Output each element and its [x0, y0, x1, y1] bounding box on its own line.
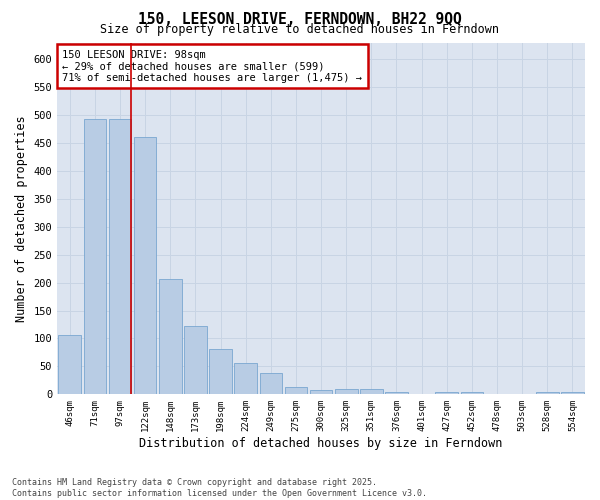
- Bar: [159, 278, 182, 394]
- Bar: [436, 392, 458, 394]
- Text: Contains HM Land Registry data © Crown copyright and database right 2025.
Contai: Contains HM Land Registry data © Crown c…: [12, 478, 427, 498]
- Bar: [109, 119, 131, 394]
- Bar: [461, 392, 483, 394]
- Bar: [360, 388, 383, 394]
- Bar: [536, 392, 559, 394]
- Text: 150, LEESON DRIVE, FERNDOWN, BH22 9QQ: 150, LEESON DRIVE, FERNDOWN, BH22 9QQ: [138, 12, 462, 28]
- Text: Size of property relative to detached houses in Ferndown: Size of property relative to detached ho…: [101, 22, 499, 36]
- Text: 150 LEESON DRIVE: 98sqm
← 29% of detached houses are smaller (599)
71% of semi-d: 150 LEESON DRIVE: 98sqm ← 29% of detache…: [62, 50, 362, 82]
- Bar: [83, 119, 106, 394]
- Bar: [284, 386, 307, 394]
- Bar: [134, 138, 157, 394]
- Bar: [561, 392, 584, 394]
- Bar: [58, 334, 81, 394]
- Bar: [184, 326, 207, 394]
- Bar: [310, 390, 332, 394]
- Bar: [260, 372, 282, 394]
- Bar: [209, 348, 232, 395]
- Bar: [335, 388, 358, 394]
- X-axis label: Distribution of detached houses by size in Ferndown: Distribution of detached houses by size …: [139, 437, 503, 450]
- Y-axis label: Number of detached properties: Number of detached properties: [15, 115, 28, 322]
- Bar: [385, 392, 408, 394]
- Bar: [235, 362, 257, 394]
